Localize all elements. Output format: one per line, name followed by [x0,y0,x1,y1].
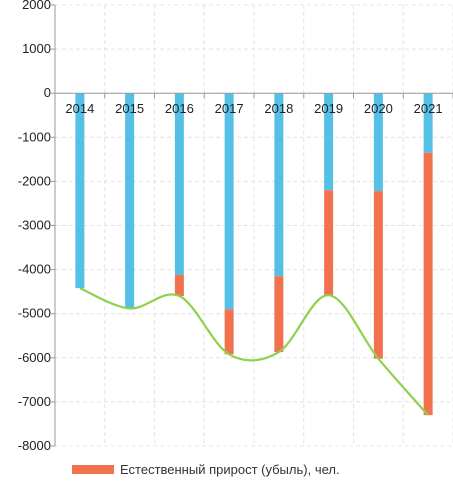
y-tick-label: 0 [44,85,51,100]
x-tick-label: 2019 [314,101,343,116]
bar-segment-natural-growth [423,152,433,416]
bar-segment-natural-growth [373,191,383,359]
y-tick-label: -2000 [18,173,51,188]
y-tick-label: -4000 [18,262,51,277]
y-tick-label: 2000 [22,0,51,12]
bar-segment-blue [224,93,234,310]
y-tick-label: -5000 [18,306,51,321]
x-tick-label: 2021 [414,101,443,116]
bar-segment-natural-growth [324,190,334,296]
y-tick-label: -8000 [18,438,51,453]
bar-segment-blue [125,93,135,309]
bar-segment-blue [75,93,85,289]
bar-segment-natural-growth [174,274,184,297]
bar-segment-blue [324,93,334,191]
x-tick-label: 2017 [215,101,244,116]
y-tick-label: 1000 [22,41,51,56]
y-tick-label: -7000 [18,394,51,409]
bar-segment-blue [174,93,184,275]
trend-line [79,287,429,416]
bar-segment-blue [274,93,284,277]
x-tick-label: 2016 [165,101,194,116]
bar-segment-blue [373,93,383,192]
legend: Естественный прирост (убыль), чел. [72,462,340,477]
y-tick-label: -6000 [18,350,51,365]
x-tick-label: 2020 [364,101,393,116]
legend-swatch [72,465,114,474]
x-tick-label: 2018 [264,101,293,116]
bar-segment-natural-growth [224,309,234,355]
x-tick-label: 2015 [115,101,144,116]
bar-segment-natural-growth [274,276,284,353]
bar-segment-blue [423,93,433,153]
x-tick-label: 2014 [65,101,94,116]
legend-label: Естественный прирост (убыль), чел. [120,462,340,477]
y-tick-label: -1000 [18,129,51,144]
y-tick-label: -3000 [18,218,51,233]
